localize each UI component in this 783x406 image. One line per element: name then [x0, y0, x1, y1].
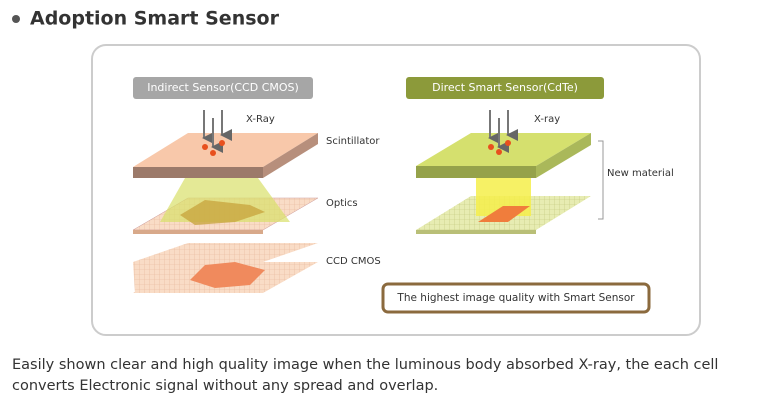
dots — [202, 140, 225, 156]
edge — [416, 230, 536, 234]
edge — [133, 167, 263, 178]
description: Easily shown clear and high quality imag… — [12, 357, 719, 394]
xray-label: X-Ray — [246, 114, 275, 125]
spread — [180, 200, 265, 225]
diagram: Adoption Smart Sensor Indirect Sensor(CC… — [12, 8, 701, 336]
layer-label: Optics — [326, 198, 358, 209]
scintillator — [133, 133, 318, 167]
layer-label: CCD CMOS — [326, 256, 381, 267]
label-box — [406, 77, 604, 99]
arrows — [488, 110, 518, 153]
edge — [133, 230, 263, 234]
image — [478, 206, 530, 222]
dots — [488, 140, 511, 155]
edge — [263, 133, 318, 178]
note: The highest image quality with Smart Sen… — [396, 292, 635, 304]
bullet — [12, 15, 20, 23]
xray-label: X-ray — [534, 114, 560, 125]
left-label: Indirect Sensor(CCD CMOS) — [147, 81, 299, 94]
edge — [536, 133, 591, 178]
layer-label: Scintillator — [326, 136, 380, 147]
label-box — [133, 77, 313, 99]
bracket — [598, 140, 604, 220]
note-box — [381, 282, 651, 314]
title: Adoption Smart Sensor — [30, 8, 280, 30]
edge — [416, 166, 536, 178]
arrows — [202, 110, 232, 153]
right-label: Direct Smart Sensor(CdTe) — [432, 81, 578, 94]
image — [190, 262, 265, 288]
annotation: New material — [607, 168, 674, 179]
